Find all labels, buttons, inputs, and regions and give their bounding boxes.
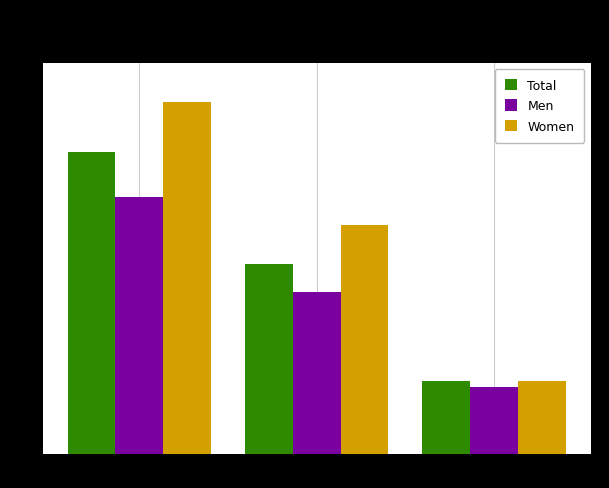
Bar (68, 153, 116, 454)
Bar (422, 381, 470, 454)
Bar (116, 197, 163, 454)
Bar (518, 381, 566, 454)
Bar (340, 225, 389, 454)
Bar (293, 292, 340, 454)
Bar (163, 102, 211, 454)
Legend: Total, Men, Women: Total, Men, Women (495, 70, 585, 143)
Bar (470, 387, 518, 454)
Bar (245, 264, 293, 454)
